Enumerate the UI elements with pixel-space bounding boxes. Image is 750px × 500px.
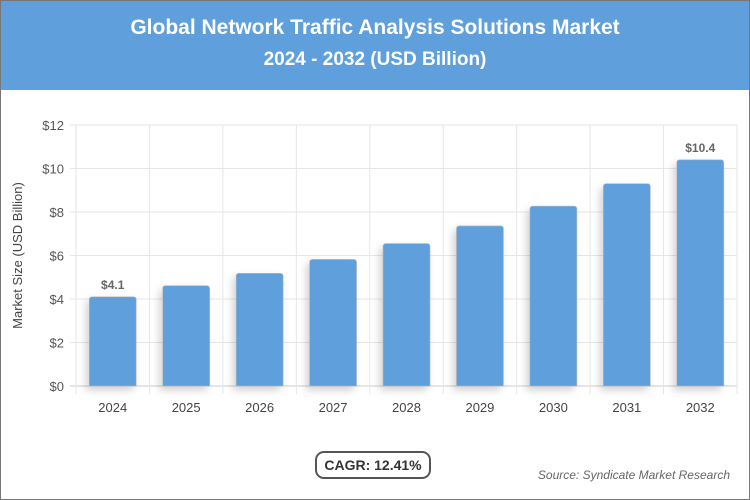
bar [529,205,578,387]
x-tick-label: 2026 [245,400,274,415]
bar [88,296,137,387]
bar [162,285,210,387]
y-tick-label: $6 [50,249,64,264]
chart-title: Global Network Traffic Analysis Solution… [130,16,620,39]
y-axis-label: Market Size (USD Billion) [10,182,25,329]
y-tick-label: $0 [50,379,64,394]
y-tick-label: $8 [50,205,64,220]
chart-subtitle: 2024 - 2032 (USD Billion) [263,49,487,70]
bar [456,225,504,387]
y-tick-label: $4 [50,292,64,307]
cagr-badge: CAGR: 12.41% [315,451,431,479]
x-tick-label: 2028 [392,400,421,415]
bar [382,243,431,387]
x-tick-label: 2030 [539,400,568,415]
x-tick-label: 2027 [319,400,348,415]
bar [603,183,651,387]
data-label: $10.4 [685,141,715,155]
x-tick-label: 2032 [686,400,715,415]
source-note: Source: Syndicate Market Research [537,468,730,482]
bar [309,259,357,387]
bar [676,159,725,387]
x-tick-label: 2029 [465,400,494,415]
x-tick-label: 2031 [612,400,641,415]
y-tick-label: $10 [42,162,64,177]
chart-header: Global Network Traffic Analysis Solution… [1,1,749,90]
x-tick-label: 2025 [172,400,201,415]
y-tick-label: $12 [42,118,64,133]
x-tick-label: 2024 [98,400,127,415]
bar [235,273,284,387]
y-tick-label: $2 [50,336,64,351]
data-label: $4.1 [101,278,125,292]
